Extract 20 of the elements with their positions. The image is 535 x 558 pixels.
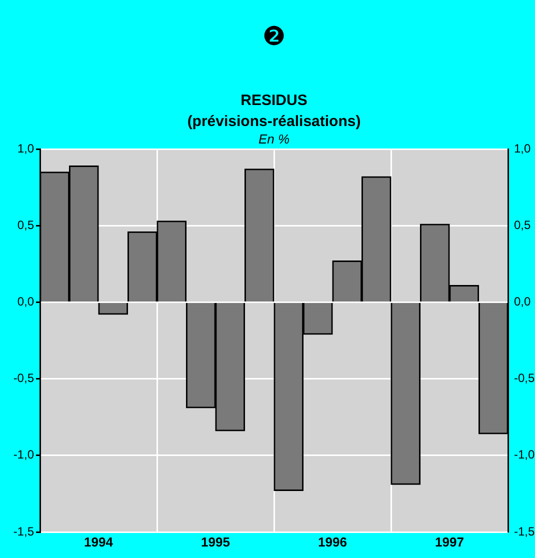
y-tick-label: -0,5 (13, 371, 34, 386)
y-tick-label: -1,0 (13, 448, 34, 462)
text: ❷ (262, 22, 286, 52)
y-tick-label: -1,5 (13, 524, 34, 538)
y-tick-label: 0,5 (17, 218, 34, 232)
y2-tick-label: 0,0 (514, 294, 532, 309)
y2-tick-label: -1,5 (514, 524, 535, 538)
y2-tick-label: -0,5 (514, 371, 535, 386)
y-axis-title: En % (258, 132, 290, 147)
chart-title: RESIDUS (240, 92, 308, 110)
y2-tick-label: -1,0 (514, 448, 535, 462)
x-tick-label: 1996 (318, 534, 347, 550)
x-tick-label: 1997 (435, 534, 464, 550)
y2-tick-label: 1,0 (514, 141, 532, 156)
y-tick-label: 0,0 (17, 294, 34, 309)
x-tick-label: 1994 (84, 534, 114, 550)
x-tick-label: 1995 (201, 534, 230, 550)
y-tick-label: 1,0 (17, 141, 34, 156)
y2-tick-label: 0,5 (514, 218, 532, 232)
chart-subtitle: (prévisions-réalisations) (187, 113, 361, 130)
